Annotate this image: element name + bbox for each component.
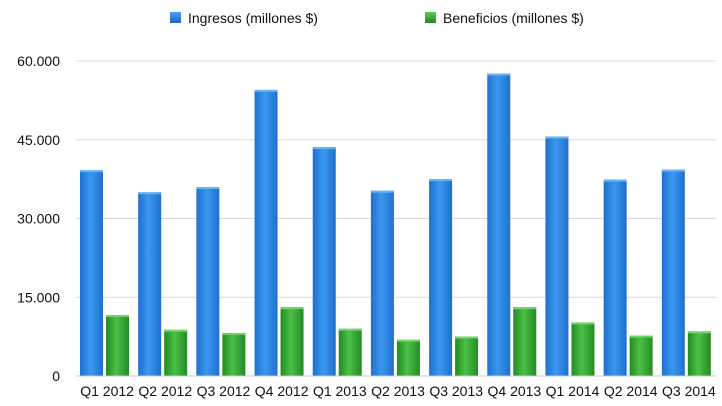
bar-top-highlight xyxy=(661,169,685,172)
y-tick-label: 15.000 xyxy=(17,289,60,305)
bar-ingresos xyxy=(603,179,627,376)
bar-top-highlight xyxy=(370,190,394,193)
bar-top-highlight xyxy=(487,73,511,76)
bar-beneficios xyxy=(571,322,595,376)
y-tick-label: 45.000 xyxy=(17,132,60,148)
legend-swatch-beneficios xyxy=(425,12,436,23)
bar-beneficios xyxy=(396,339,420,376)
bar-top-highlight xyxy=(687,331,711,334)
bar-beneficios xyxy=(629,335,653,376)
x-tick-label: Q2 2013 xyxy=(371,383,425,399)
bar-ingresos xyxy=(370,190,394,376)
x-tick-label: Q4 2012 xyxy=(255,383,309,399)
bar-top-highlight xyxy=(280,307,304,310)
bar-ingresos xyxy=(80,170,103,376)
x-tick-label: Q2 2012 xyxy=(138,383,192,399)
x-tick-label: Q1 2014 xyxy=(546,383,600,399)
bar-beneficios xyxy=(106,315,129,376)
bar-top-highlight xyxy=(338,328,362,331)
x-tick-label: Q2 2014 xyxy=(604,383,658,399)
bar-ingresos xyxy=(487,73,511,376)
x-tick-label: Q3 2014 xyxy=(662,383,716,399)
bar-top-highlight xyxy=(603,179,627,182)
y-tick-label: 60.000 xyxy=(17,53,60,69)
bar-top-highlight xyxy=(455,336,479,339)
bar-top-highlight xyxy=(106,315,129,318)
bar-top-highlight xyxy=(513,307,537,310)
bar-beneficios xyxy=(455,336,479,376)
bar-top-highlight xyxy=(254,89,278,92)
bar-beneficios xyxy=(687,331,711,376)
bar-ingresos xyxy=(312,147,336,376)
bar-top-highlight xyxy=(571,322,595,325)
x-tick-label: Q3 2012 xyxy=(197,383,251,399)
bar-beneficios xyxy=(222,332,246,376)
bar-top-highlight xyxy=(164,329,188,332)
axes: 0 15.000 30.000 45.000 60.000 Q1 2012 Q2 2012 Q… xyxy=(17,53,716,399)
y-tick-label: 0 xyxy=(52,368,60,384)
x-tick-label: Q3 2013 xyxy=(429,383,483,399)
bar-top-highlight xyxy=(312,147,336,150)
bar-ingresos xyxy=(138,192,162,376)
x-tick-label: Q4 2013 xyxy=(488,383,542,399)
bar-top-highlight xyxy=(629,335,653,338)
bar-top-highlight xyxy=(429,179,453,182)
bar-top-highlight xyxy=(222,332,246,335)
bar-top-highlight xyxy=(138,192,162,195)
bars xyxy=(80,73,711,376)
legend-label-beneficios: Beneficios (millones $) xyxy=(443,10,584,26)
bar-ingresos xyxy=(429,179,453,376)
bar-top-highlight xyxy=(396,339,420,342)
bar-beneficios xyxy=(513,307,537,376)
legend-label-ingresos: Ingresos (millones $) xyxy=(188,10,318,26)
x-tick-label: Q1 2012 xyxy=(80,383,134,399)
bar-beneficios xyxy=(164,329,188,376)
y-tick-label: 30.000 xyxy=(17,211,60,227)
bar-ingresos xyxy=(196,187,220,376)
legend-swatch-ingresos xyxy=(170,12,181,23)
bar-top-highlight xyxy=(80,170,103,173)
bar-top-highlight xyxy=(196,187,220,189)
legend: Ingresos (millones $) Beneficios (millon… xyxy=(170,10,584,26)
bar-ingresos xyxy=(254,89,278,376)
x-tick-label: Q1 2013 xyxy=(313,383,367,399)
bar-top-highlight xyxy=(545,136,569,139)
bar-beneficios xyxy=(338,328,362,376)
bar-ingresos xyxy=(545,136,569,376)
bar-ingresos xyxy=(661,169,685,376)
bar-beneficios xyxy=(280,307,304,376)
